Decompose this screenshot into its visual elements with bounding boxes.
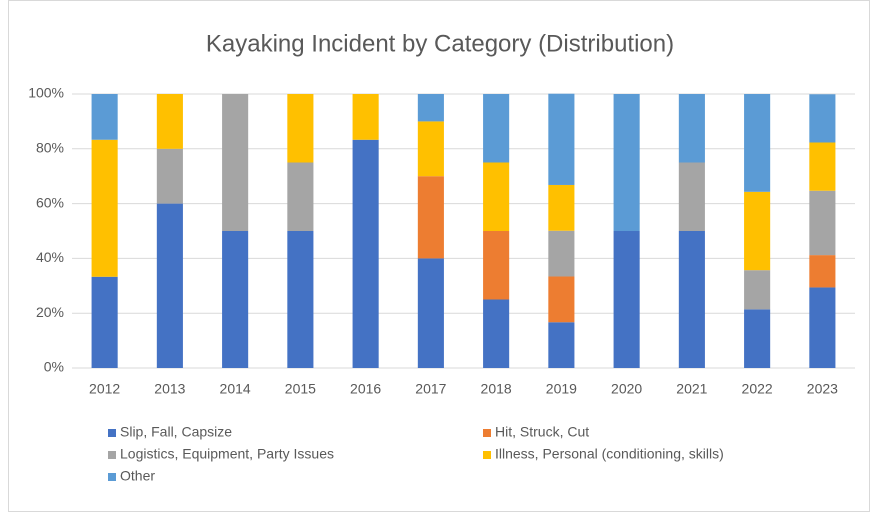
bar-segment: [483, 299, 510, 368]
bar-segment: [287, 162, 314, 231]
x-tick-label: 2012: [89, 381, 120, 397]
y-tick-label: 100%: [28, 85, 64, 101]
bar-segment: [809, 94, 836, 143]
x-tick-label: 2014: [220, 381, 251, 397]
legend-label: Hit, Struck, Cut: [495, 424, 589, 440]
legend-swatch: [483, 451, 491, 459]
bar-segment: [483, 94, 510, 163]
bar-segment: [287, 94, 314, 163]
bar-segment: [809, 190, 836, 256]
x-tick-label: 2023: [807, 381, 838, 397]
bar-segment: [678, 94, 705, 163]
bar-segment: [222, 94, 249, 231]
legend-label: Other: [120, 468, 155, 484]
bar-segment: [548, 93, 575, 185]
bar-segment: [548, 230, 575, 277]
legend-swatch: [108, 429, 116, 437]
bar-segment: [222, 231, 249, 368]
x-tick-label: 2015: [285, 381, 316, 397]
bar-segment: [156, 148, 183, 204]
bar-segment: [744, 309, 771, 368]
bar-segment: [548, 322, 575, 368]
bar-segment: [483, 231, 510, 300]
bar-segment: [156, 94, 183, 149]
y-tick-label: 0%: [44, 359, 64, 375]
bar-segment: [417, 121, 444, 177]
x-tick-label: 2017: [415, 381, 446, 397]
bar-segment: [744, 270, 771, 310]
y-tick-label: 80%: [36, 140, 64, 156]
bar-segment: [483, 162, 510, 231]
legend-swatch: [108, 473, 116, 481]
x-tick-label: 2022: [742, 381, 773, 397]
bar-segment: [156, 203, 183, 368]
bar-segment: [809, 255, 836, 288]
bar-segment: [613, 231, 640, 368]
bar-segment: [744, 94, 771, 192]
chart-title: Kayaking Incident by Category (Distribut…: [206, 30, 674, 57]
y-tick-label: 40%: [36, 249, 64, 265]
bar-segment: [809, 142, 836, 191]
bar-segment: [287, 231, 314, 368]
bar-segment: [352, 94, 379, 140]
bar-segment: [744, 191, 771, 271]
bar-segment: [417, 94, 444, 122]
bar-segment: [417, 258, 444, 368]
legend-swatch: [483, 429, 491, 437]
bar-segment: [613, 94, 640, 231]
bar-segment: [91, 94, 118, 140]
legend-label: Slip, Fall, Capsize: [120, 424, 232, 440]
bar-segment: [91, 276, 118, 368]
y-tick-label: 20%: [36, 304, 64, 320]
legend-label: Illness, Personal (conditioning, skills): [495, 446, 724, 462]
bar-segment: [548, 276, 575, 323]
bar-segment: [548, 184, 575, 231]
bar-segment: [417, 176, 444, 259]
x-tick-label: 2021: [676, 381, 707, 397]
bar-segment: [678, 162, 705, 231]
bar-segment: [352, 139, 379, 368]
bar-segment: [678, 231, 705, 368]
x-tick-label: 2016: [350, 381, 381, 397]
y-tick-label: 60%: [36, 194, 64, 210]
bar-segment: [91, 139, 118, 277]
x-tick-label: 2020: [611, 381, 642, 397]
x-tick-label: 2018: [481, 381, 512, 397]
x-tick-label: 2013: [154, 381, 185, 397]
bar-segment: [809, 287, 836, 368]
legend-swatch: [108, 451, 116, 459]
legend-label: Logistics, Equipment, Party Issues: [120, 446, 334, 462]
x-tick-label: 2019: [546, 381, 577, 397]
